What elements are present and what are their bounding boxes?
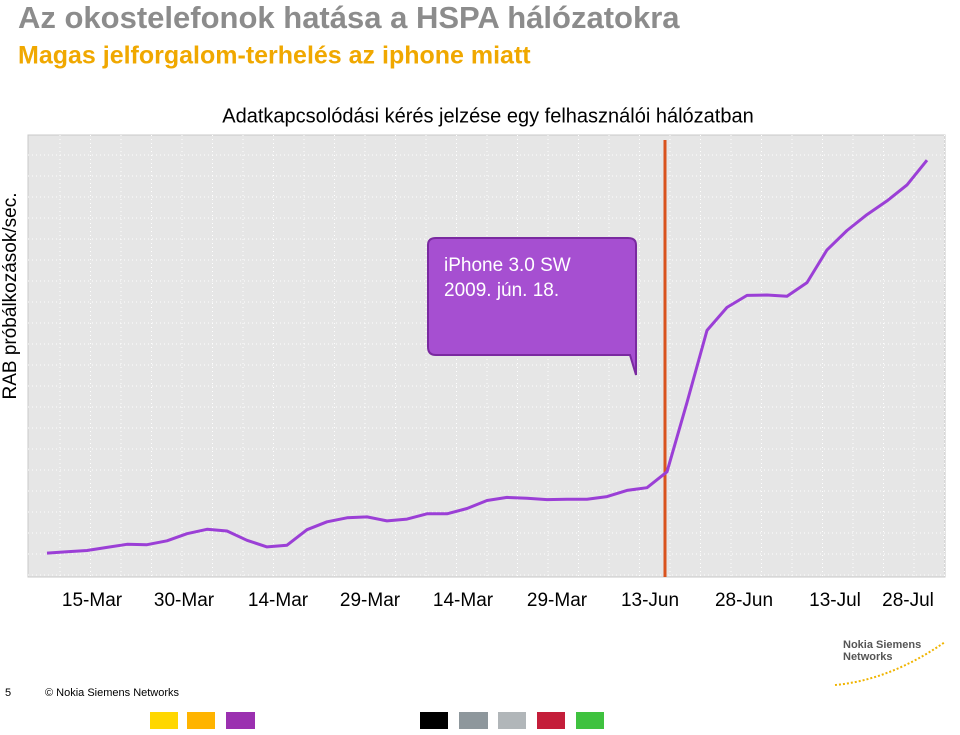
chart-title: Adatkapcsolódási kérés jelzése egy felha…	[222, 105, 753, 127]
color-swatch	[537, 712, 565, 729]
x-tick-label: 29-Mar	[527, 590, 588, 611]
logo-text: Networks	[843, 651, 893, 663]
color-swatch	[420, 712, 448, 729]
callout	[427, 237, 637, 376]
callout-text: 2009. jún. 18.	[444, 280, 559, 301]
callout-text: iPhone 3.0 SW	[444, 255, 571, 276]
logo-text: Nokia Siemens	[843, 639, 921, 651]
color-swatch	[187, 712, 215, 729]
logo-swoosh	[834, 641, 946, 686]
y-axis-label: RAB próbálkozások/sec.	[0, 193, 21, 400]
color-swatch	[498, 712, 526, 729]
x-tick-label: 15-Mar	[62, 590, 123, 611]
color-swatch	[459, 712, 488, 729]
x-tick-label: 28-Jun	[715, 590, 773, 611]
copyright: © Nokia Siemens Networks	[45, 687, 180, 699]
slide-subtitle: Magas jelforgalom-terhelés az iphone mia…	[18, 42, 531, 70]
color-swatch	[576, 712, 604, 729]
slide-title: Az okostelefonok hatása a HSPA hálózatok…	[18, 0, 680, 35]
x-tick-label: 29-Mar	[340, 590, 401, 611]
marks	[46, 159, 929, 555]
color-swatch	[226, 712, 255, 729]
page-number: 5	[5, 687, 11, 699]
color-swatch	[150, 712, 178, 729]
x-tick-label: 30-Mar	[154, 590, 215, 611]
x-tick-label: 13-Jun	[621, 590, 679, 611]
grid	[28, 135, 945, 577]
x-tick-label: 14-Mar	[248, 590, 309, 611]
x-tick-label: 14-Mar	[433, 590, 494, 611]
line-series	[46, 159, 929, 555]
x-tick-label: 13-Jul	[809, 590, 861, 611]
x-tick-label: 28-Jul	[882, 590, 934, 611]
